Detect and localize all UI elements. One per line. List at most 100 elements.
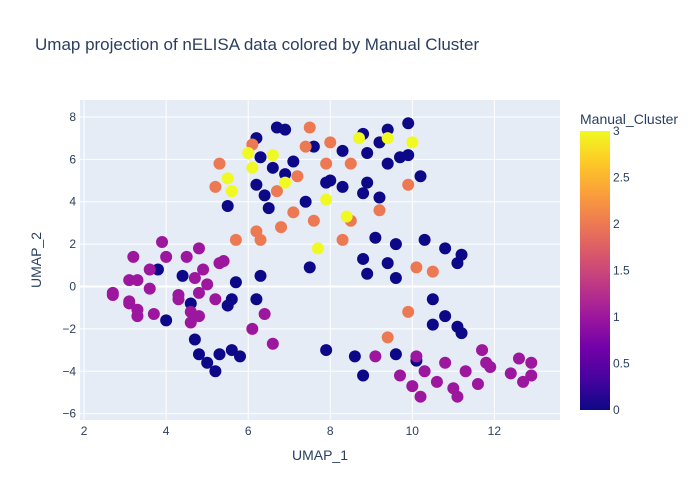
data-point-cluster-1 (156, 235, 169, 248)
data-point-cluster-0 (336, 180, 349, 193)
data-point-cluster-3 (381, 132, 394, 145)
data-point-cluster-0 (357, 252, 370, 265)
data-point-cluster-1 (451, 390, 464, 403)
data-point-cluster-1 (439, 356, 452, 369)
y-tick-label: −2 (62, 322, 76, 336)
data-point-cluster-1 (209, 293, 222, 306)
data-point-cluster-0 (361, 267, 374, 280)
data-point-cluster-0 (254, 151, 267, 164)
colorbar-tick-label: 2 (613, 217, 620, 231)
data-point-cluster-0 (455, 327, 468, 340)
data-point-cluster-1 (172, 293, 185, 306)
data-point-cluster-0 (426, 293, 439, 306)
data-point-cluster-1 (143, 282, 156, 295)
data-point-cluster-3 (225, 185, 238, 198)
data-point-cluster-2 (320, 157, 333, 170)
data-point-cluster-0 (287, 155, 300, 168)
data-point-cluster-1 (192, 242, 205, 255)
data-point-cluster-1 (410, 350, 423, 363)
y-axis-ticks: −6 −4 −2 0 2 4 6 8 (62, 110, 76, 421)
data-point-cluster-1 (180, 250, 193, 263)
data-point-cluster-0 (225, 344, 238, 357)
data-point-cluster-2 (373, 204, 386, 217)
data-point-cluster-0 (389, 348, 402, 361)
data-point-cluster-0 (184, 297, 197, 310)
data-point-cluster-0 (361, 146, 374, 159)
x-axis-title: UMAP_1 (292, 447, 348, 463)
y-tick-label: 6 (69, 152, 76, 166)
data-point-cluster-0 (324, 174, 337, 187)
y-tick-label: 4 (69, 195, 76, 209)
data-point-cluster-0 (254, 269, 267, 282)
data-point-cluster-1 (217, 255, 230, 268)
data-point-cluster-1 (459, 365, 472, 378)
data-point-cluster-1 (525, 356, 538, 369)
data-point-cluster-1 (192, 310, 205, 323)
data-point-cluster-1 (143, 263, 156, 276)
data-point-cluster-2 (303, 121, 316, 134)
data-point-cluster-1 (192, 286, 205, 299)
data-point-cluster-0 (176, 269, 189, 282)
data-point-cluster-1 (258, 308, 271, 321)
data-point-cluster-1 (418, 365, 431, 378)
data-point-cluster-0 (439, 310, 452, 323)
data-point-cluster-3 (320, 193, 333, 206)
colorbar-tick-label: 0.5 (613, 357, 630, 371)
data-point-cluster-2 (402, 178, 415, 191)
data-point-cluster-1 (127, 250, 140, 263)
data-point-cluster-1 (106, 288, 119, 301)
colorbar (580, 131, 610, 410)
colorbar-tick-label: 1 (613, 310, 620, 324)
data-point-cluster-0 (151, 263, 164, 276)
data-point-cluster-1 (188, 272, 201, 285)
data-point-cluster-2 (344, 157, 357, 170)
data-point-cluster-1 (369, 350, 382, 363)
y-tick-label: 0 (69, 279, 76, 293)
data-point-cluster-1 (147, 308, 160, 321)
data-point-cluster-0 (160, 314, 173, 327)
data-point-cluster-1 (525, 369, 538, 382)
data-point-cluster-1 (197, 263, 210, 276)
data-point-cluster-1 (160, 250, 173, 263)
data-point-cluster-0 (381, 257, 394, 270)
data-point-cluster-3 (406, 136, 419, 149)
y-axis-title: UMAP_2 (28, 232, 44, 288)
data-point-cluster-2 (410, 261, 423, 274)
data-point-cluster-0 (201, 356, 214, 369)
data-point-cluster-1 (484, 361, 497, 374)
colorbar-ticks: 0 0.5 1 1.5 2 2.5 3 (613, 124, 630, 417)
data-point-cluster-1 (430, 375, 443, 388)
data-point-cluster-1 (471, 377, 484, 390)
data-point-cluster-1 (131, 310, 144, 323)
data-point-cluster-0 (381, 123, 394, 136)
data-point-cluster-0 (389, 272, 402, 285)
data-point-cluster-1 (394, 369, 406, 382)
data-point-cluster-3 (311, 242, 324, 255)
data-point-cluster-0 (414, 170, 427, 183)
data-point-cluster-3 (279, 176, 292, 189)
data-point-cluster-0 (221, 199, 234, 212)
data-point-cluster-1 (266, 337, 279, 350)
data-point-cluster-2 (270, 185, 283, 198)
data-point-cluster-2 (402, 305, 415, 318)
data-point-cluster-1 (406, 380, 419, 393)
data-point-cluster-0 (266, 161, 279, 174)
data-point-cluster-2 (291, 170, 304, 183)
data-point-cluster-0 (279, 168, 292, 181)
data-point-cluster-2 (426, 265, 439, 278)
data-point-cluster-2 (254, 233, 267, 246)
data-point-cluster-1 (201, 278, 214, 291)
colorbar-tick-label: 0 (613, 403, 620, 417)
data-point-cluster-0 (320, 344, 333, 357)
data-point-cluster-0 (426, 318, 439, 331)
data-point-cluster-0 (381, 157, 394, 170)
y-tick-label: −4 (62, 364, 76, 378)
data-point-cluster-3 (221, 172, 234, 185)
x-tick-label: 12 (488, 424, 502, 438)
plot-area (80, 100, 560, 420)
colorbar-tick-label: 3 (613, 124, 620, 138)
colorbar-tick-label: 2.5 (613, 171, 630, 185)
data-point-cluster-0 (389, 238, 402, 251)
data-point-cluster-2 (287, 206, 300, 219)
